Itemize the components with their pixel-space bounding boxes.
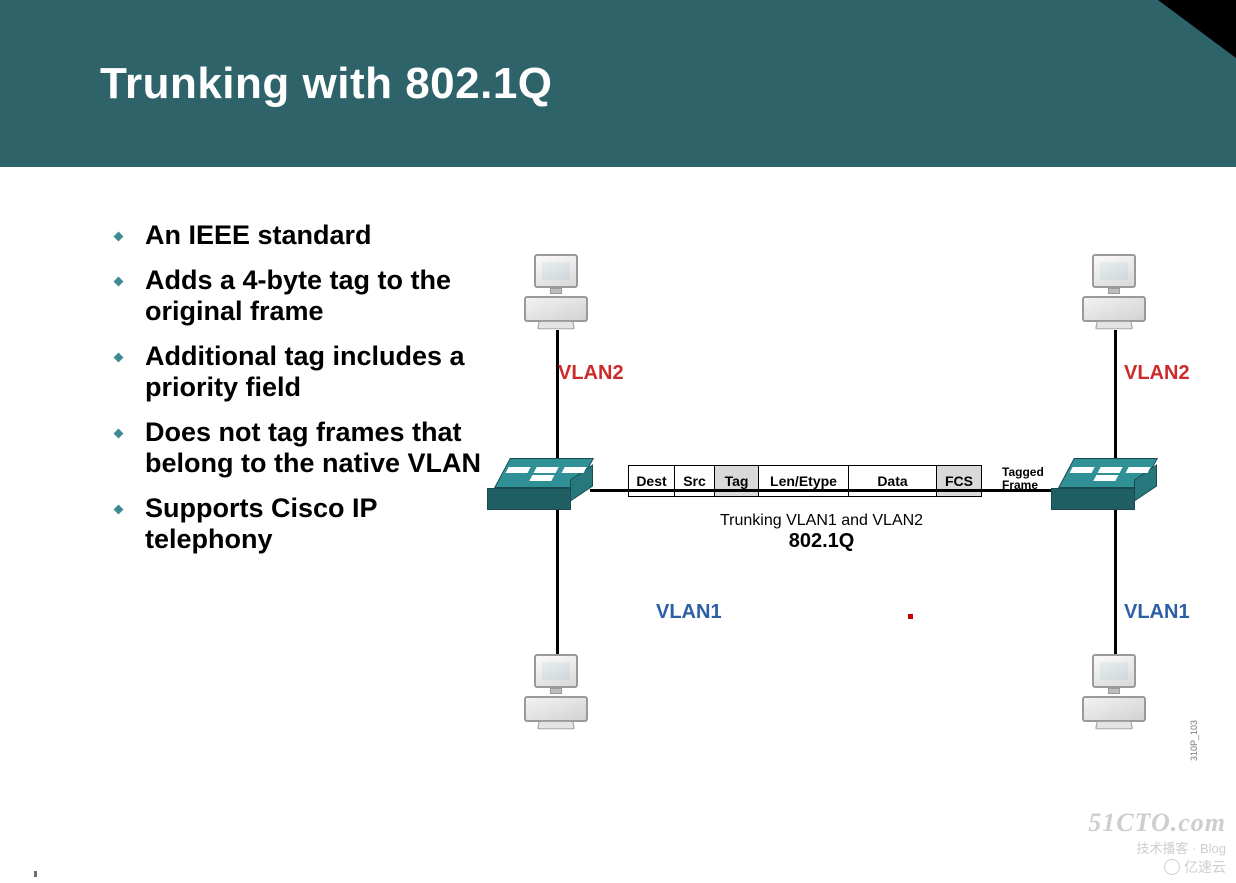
watermark-3: 亿速云 bbox=[1088, 857, 1226, 877]
computer-icon bbox=[520, 654, 592, 732]
cloud-icon bbox=[1164, 859, 1180, 875]
trunk-line1: Trunking VLAN1 and VLAN2 bbox=[720, 512, 923, 530]
tagged-frame-line1: Tagged bbox=[1002, 465, 1044, 479]
network-diagram: DestSrcTagLen/EtypeDataFCS Tagged Frame … bbox=[0, 0, 1236, 883]
switch-icon bbox=[1058, 458, 1158, 514]
vlan-label: VLAN1 bbox=[656, 601, 722, 624]
vlan-label: VLAN1 bbox=[1124, 601, 1190, 624]
link-line bbox=[590, 489, 1060, 492]
watermark-3-text: 亿速云 bbox=[1184, 857, 1226, 877]
link-line bbox=[1114, 510, 1117, 658]
switch-icon bbox=[494, 458, 594, 514]
link-line bbox=[1114, 330, 1117, 462]
footer-mark bbox=[34, 871, 37, 877]
link-line bbox=[556, 330, 559, 462]
figure-code: 310P_103 bbox=[1189, 720, 1199, 761]
red-dot bbox=[908, 614, 913, 619]
watermark: 51CTO.com 技术播客 · Blog 亿速云 bbox=[1088, 808, 1226, 877]
slide-root: Trunking with 802.1Q An IEEE standard Ad… bbox=[0, 0, 1236, 883]
computer-icon bbox=[1078, 654, 1150, 732]
link-line bbox=[556, 510, 559, 658]
trunk-caption: Trunking VLAN1 and VLAN2 802.1Q bbox=[720, 512, 923, 553]
computer-icon bbox=[1078, 254, 1150, 332]
watermark-2: 技术播客 · Blog bbox=[1088, 838, 1226, 857]
vlan-label: VLAN2 bbox=[1124, 362, 1190, 385]
trunk-line2: 802.1Q bbox=[720, 530, 923, 553]
computer-icon bbox=[520, 254, 592, 332]
frame-table: DestSrcTagLen/EtypeDataFCS bbox=[628, 465, 982, 497]
vlan-label: VLAN2 bbox=[558, 362, 624, 385]
watermark-1: 51CTO.com bbox=[1088, 808, 1226, 838]
